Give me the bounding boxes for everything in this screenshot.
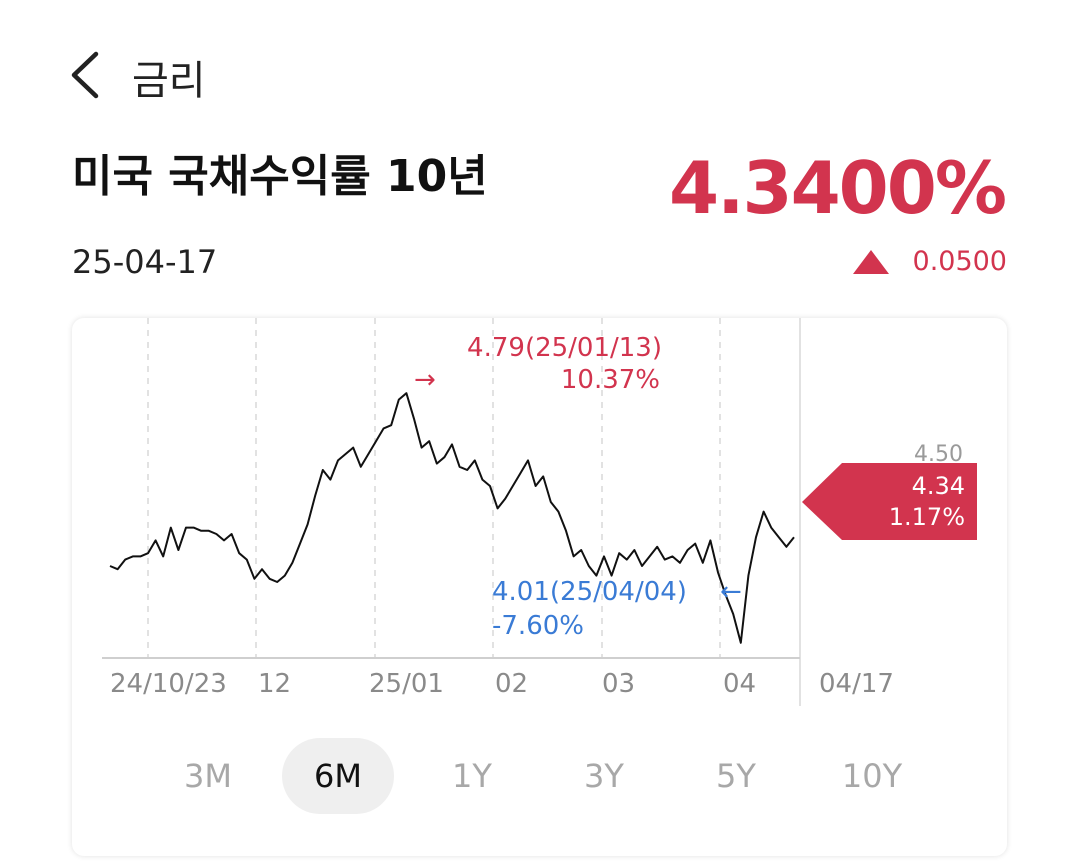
quote-date: 25-04-17 [72,243,218,281]
x-tick-label: 03 [602,669,635,699]
chart-card: 4.504.2524/10/231225/0102030404/174.79(2… [72,318,1007,856]
yield-chart: 4.504.2524/10/231225/0102030404/174.79(2… [102,318,977,706]
period-button-1y[interactable]: 1Y [452,757,492,795]
x-tick-label: 24/10/23 [110,669,227,699]
x-tick-label: 02 [495,669,528,699]
period-selector: 3M 6M 1Y 3Y 5Y 10Y [72,738,1007,818]
page-title: 금리 [132,58,206,104]
arrow-left-icon: ← [720,577,742,607]
low-label: 4.01(25/04/04) [492,577,687,607]
x-tick-label: 12 [258,669,291,699]
period-button-3m[interactable]: 3M [184,757,232,795]
top-bar: 금리 [0,30,1079,120]
low-pct: -7.60% [492,611,584,641]
period-button-5y[interactable]: 5Y [716,757,756,795]
up-triangle-icon [852,249,889,274]
current-pct: 1.17% [889,503,965,531]
high-label: 4.79(25/01/13) [467,333,662,363]
period-button-3y[interactable]: 3Y [584,757,624,795]
price-change-value: 0.0500 [912,246,1007,277]
x-tick-label: 04/17 [819,669,894,699]
back-button[interactable] [60,40,110,110]
current-price: 4.3400% [669,146,1007,230]
period-button-10y[interactable]: 10Y [841,757,903,795]
instrument-name: 미국 국채수익률 10년 [72,151,488,202]
price-change: 0.0500 [852,246,1007,277]
yield-line [109,392,795,644]
current-price-tag [802,463,977,540]
period-button-6m[interactable]: 6M [282,738,394,814]
chevron-left-icon [71,51,99,99]
x-tick-label: 25/01 [369,669,444,699]
y-tick-label: 4.50 [914,442,963,467]
current-value: 4.34 [912,472,965,500]
arrow-right-icon: → [414,365,436,395]
high-pct: 10.37% [561,365,660,395]
x-tick-label: 04 [723,669,756,699]
